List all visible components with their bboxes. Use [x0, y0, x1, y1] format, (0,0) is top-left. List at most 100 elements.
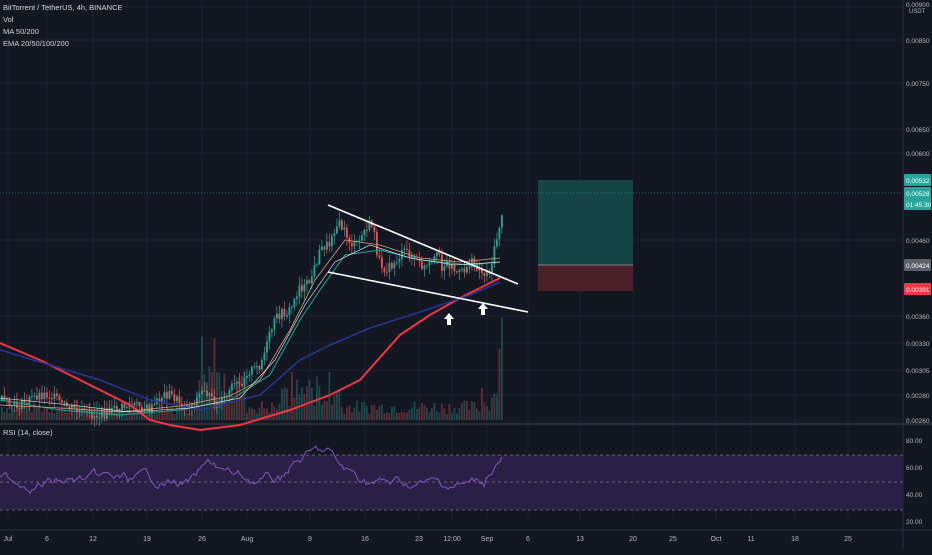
arrow-up-icon[interactable] [444, 313, 454, 325]
volume-bar [413, 401, 416, 420]
volume-bar [271, 402, 273, 420]
candle [136, 402, 138, 404]
candle [468, 266, 471, 268]
candle [351, 242, 353, 247]
candle [486, 271, 488, 276]
volume-bar [338, 390, 341, 420]
volume-bar [318, 385, 321, 420]
volume-bar [448, 403, 451, 420]
candle [326, 241, 328, 250]
time-tick-label: Sep [481, 536, 494, 543]
volume-bar [68, 407, 71, 420]
candle [333, 233, 336, 237]
volume-bar [466, 400, 468, 420]
candle [8, 398, 11, 406]
volume-bar [501, 317, 503, 420]
rsi-indicator-label[interactable]: RSI (14, close) [3, 428, 53, 437]
volume-bar [368, 413, 371, 420]
candle [323, 246, 326, 250]
ema-indicator-label[interactable]: EMA 20/50/100/200 [3, 39, 69, 48]
volume-bar [316, 376, 318, 420]
volume-bar [456, 413, 458, 420]
candle [318, 249, 321, 265]
candle [481, 268, 483, 273]
ma-indicator-label[interactable]: MA 50/200 [3, 27, 39, 36]
volume-bar [253, 409, 256, 420]
candle [483, 272, 486, 276]
candle [358, 240, 361, 242]
price-tick-label: 0.00305 [906, 368, 930, 375]
current-price-tag: 0.00528 [906, 191, 930, 198]
candle [446, 260, 448, 267]
candle [276, 313, 278, 319]
candle [53, 393, 56, 400]
volume-bar [428, 412, 431, 420]
trendline-lower[interactable] [327, 271, 529, 313]
volume-bar [186, 412, 188, 420]
volume-bar [153, 410, 156, 420]
price-tick-label: 0.00600 [906, 151, 930, 158]
volume-bar [263, 408, 266, 420]
candle [251, 366, 253, 375]
candle [88, 410, 91, 412]
volume-bar [491, 397, 493, 420]
volume-bar [66, 412, 68, 420]
candle [66, 402, 68, 407]
candle [361, 235, 363, 241]
volume-bar [228, 394, 231, 420]
volume-bar [216, 372, 218, 420]
time-tick-label: 9 [308, 536, 312, 543]
candle [56, 393, 58, 396]
arrow-up-icon[interactable] [478, 303, 488, 315]
candle [273, 318, 276, 330]
vol-indicator-label[interactable]: Vol [3, 15, 14, 24]
symbol-title[interactable]: BitTorrent / TetherUS, 4h, BINANCE [3, 3, 123, 12]
candle [341, 220, 343, 230]
time-tick-label: 12:00 [443, 536, 461, 543]
candle [158, 398, 161, 402]
candle [13, 401, 16, 406]
volume-bar [6, 407, 8, 420]
volume-bar [396, 412, 398, 420]
volume-bar [348, 405, 351, 420]
candle [111, 407, 113, 414]
volume-bar [36, 408, 38, 420]
volume-bar [71, 413, 73, 420]
candle [498, 227, 501, 240]
candle [218, 403, 221, 406]
volume-bar [403, 412, 406, 420]
trendline-upper[interactable] [327, 204, 519, 285]
candle [391, 262, 393, 269]
candle [473, 258, 476, 265]
time-tick-label: 6 [45, 536, 49, 543]
candle [33, 395, 36, 397]
volume-bar [393, 406, 396, 420]
volume-bar [446, 413, 448, 420]
candle [153, 404, 156, 406]
volume-bar [493, 393, 496, 420]
rsi-tick-label: 60.00 [906, 465, 923, 472]
candle [366, 229, 368, 231]
candle [193, 403, 196, 406]
candle [471, 258, 473, 268]
candle [288, 307, 291, 315]
time-tick-label: 16 [361, 536, 369, 543]
current-price-tag-bg [904, 187, 931, 199]
candle [428, 262, 431, 266]
candle [256, 365, 258, 367]
candle [458, 269, 461, 273]
candle [261, 360, 263, 370]
candle [168, 391, 171, 399]
candle [331, 236, 333, 247]
candle [43, 392, 46, 399]
candle [246, 376, 248, 378]
volume-bar [136, 404, 138, 420]
candle [23, 399, 26, 404]
candle [91, 411, 93, 419]
stop-price-tag: 0.00391 [906, 287, 930, 294]
candle [38, 392, 41, 400]
volume-bar [33, 400, 36, 420]
volume-bar [11, 405, 13, 420]
